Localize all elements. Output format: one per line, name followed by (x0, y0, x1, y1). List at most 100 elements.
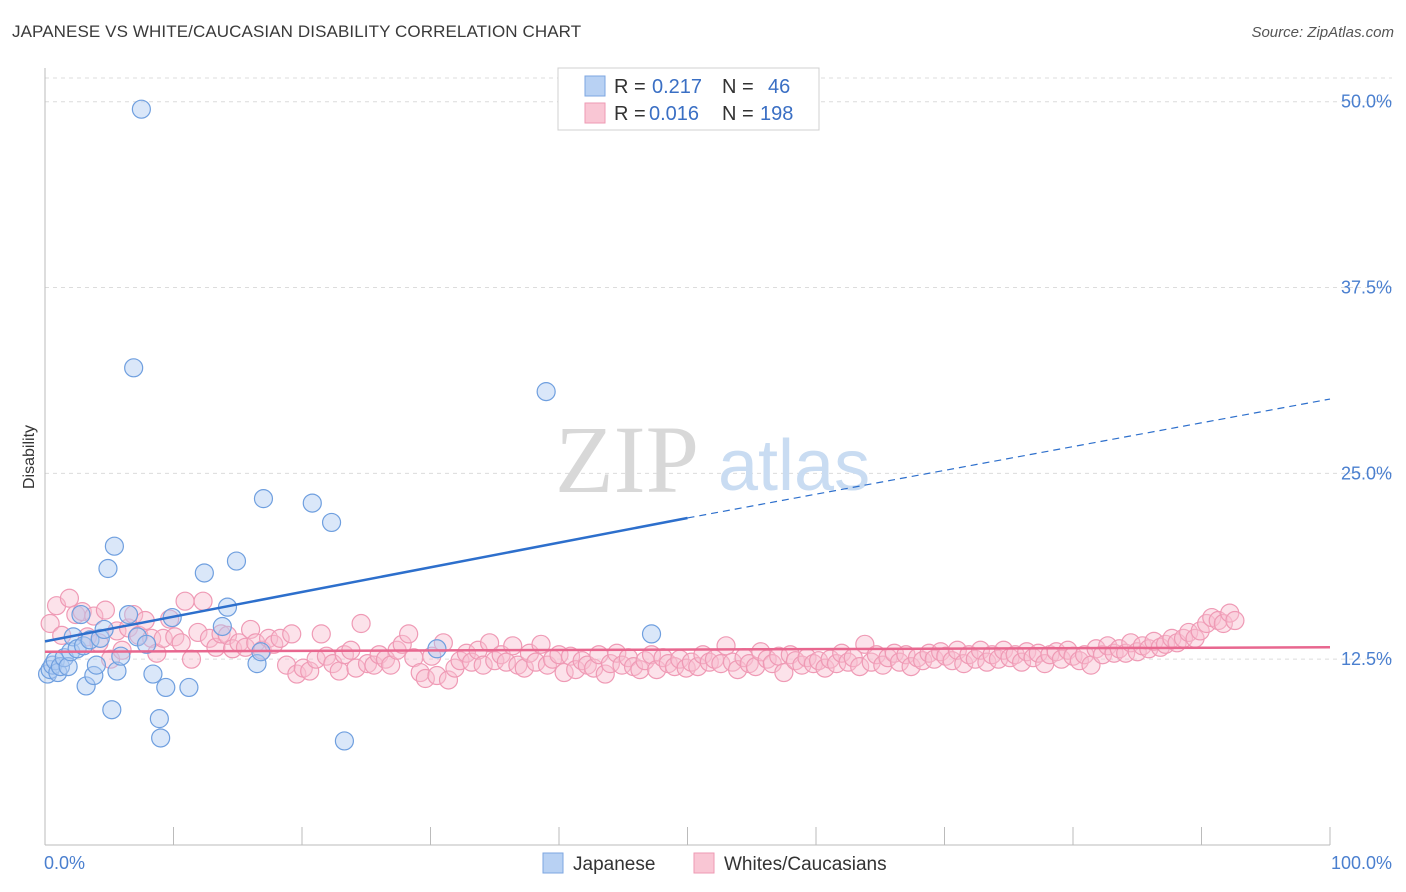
y-tick-label: 25.0% (1341, 463, 1392, 483)
point-whites (462, 652, 482, 672)
point-japanese (253, 489, 274, 509)
trend-line-japanese (44, 516, 688, 643)
point-japanese (179, 677, 199, 698)
point-whites (181, 649, 202, 669)
point-whites (270, 628, 290, 648)
point-japanese (76, 676, 96, 696)
point-whites (193, 591, 213, 611)
point-whites (473, 655, 493, 675)
point-whites (554, 662, 574, 683)
point-whites (438, 670, 459, 690)
x-tick-labels: 0.0% 100.0% (44, 853, 1392, 873)
point-japanese (194, 563, 214, 583)
point-whites (300, 661, 320, 681)
point-japanese (104, 536, 124, 556)
legend-r-label-2: R = (614, 103, 646, 125)
point-whites (595, 664, 615, 684)
point-whites (142, 628, 162, 648)
point-whites (1225, 610, 1245, 631)
point-japanese (107, 661, 127, 681)
point-whites (480, 633, 500, 653)
legend-n-label-1: N = (722, 76, 754, 98)
point-japanese (118, 604, 139, 625)
bottom-legend-swatch-japanese (542, 852, 564, 874)
bottom-legend-swatch-whites (693, 852, 715, 874)
legend-swatch-japanese (584, 75, 606, 97)
legend-swatch-whites (584, 102, 606, 124)
legend-n-value-2: 198 (760, 103, 793, 125)
point-whites (392, 634, 412, 654)
watermark-zip: ZIP (555, 406, 699, 513)
point-whites (351, 613, 371, 634)
point-whites (415, 668, 435, 689)
point-whites (503, 636, 523, 656)
point-whites (427, 665, 447, 686)
top-legend: R = 0.217 N = 46 R = 0.016 N = 198 (557, 67, 820, 131)
point-whites (896, 645, 916, 665)
point-whites (1190, 621, 1210, 641)
point-japanese (143, 664, 163, 684)
point-whites (95, 600, 115, 620)
point-japanese (151, 728, 171, 748)
x-tick-label-start: 0.0% (44, 853, 85, 873)
point-whites (942, 651, 962, 671)
point-whites (456, 643, 477, 663)
point-whites (514, 658, 534, 678)
point-whites (410, 662, 430, 683)
point-whites (526, 652, 546, 672)
grid-lines (45, 77, 1392, 660)
point-whites (399, 624, 419, 644)
point-whites (1069, 651, 1090, 671)
point-whites (1208, 610, 1228, 631)
point-japanese (149, 709, 169, 729)
axes (44, 68, 1331, 846)
point-whites (716, 636, 736, 656)
trend-line-whites (44, 646, 1331, 653)
bottom-legend-whites: Whites/Caucasians (724, 854, 887, 875)
point-whites (1197, 613, 1217, 634)
point-whites (751, 642, 771, 662)
point-japanese (124, 358, 144, 378)
point-whites (994, 640, 1014, 660)
point-japanese (302, 493, 322, 513)
point-whites (850, 657, 870, 677)
y-tick-label: 37.5% (1341, 278, 1392, 298)
point-whites (496, 652, 516, 672)
point-japanese (226, 551, 247, 571)
point-whites (282, 624, 302, 644)
point-japanese (212, 616, 232, 637)
point-japanese (427, 639, 447, 659)
watermark-atlas: atlas (718, 426, 870, 506)
bottom-legend: Japanese Whites/Caucasians (542, 852, 887, 875)
y-tick-label: 50.0% (1341, 92, 1392, 112)
point-japanese (247, 654, 267, 674)
point-whites (815, 658, 835, 678)
legend-r-value-2: 0.016 (649, 103, 699, 125)
point-whites (171, 633, 191, 653)
point-whites (1213, 613, 1233, 634)
point-whites (954, 654, 974, 674)
legend-n-value-1: 46 (768, 76, 790, 98)
trend-line-japanese-projection (687, 398, 1331, 519)
y-axis-label: Disability (21, 425, 38, 489)
point-japanese (136, 634, 157, 654)
point-whites (188, 622, 208, 643)
point-whites (630, 659, 650, 680)
point-whites (40, 613, 60, 634)
chart-title: JAPANESE VS WHITE/CAUCASIAN DISABILITY C… (12, 22, 582, 41)
legend-n-label-2: N = (722, 103, 754, 125)
point-whites (329, 661, 349, 681)
point-whites (889, 652, 910, 672)
y-tick-label: 12.5% (1341, 649, 1392, 669)
x-tick-label-end: 100.0% (1331, 853, 1392, 873)
point-whites (746, 657, 766, 677)
point-whites (59, 588, 80, 608)
point-whites (175, 591, 195, 611)
point-japanese (58, 657, 78, 677)
point-japanese (71, 604, 91, 625)
point-japanese (156, 677, 176, 698)
point-japanese (321, 512, 342, 533)
point-japanese (131, 99, 151, 119)
point-whites (688, 657, 708, 677)
